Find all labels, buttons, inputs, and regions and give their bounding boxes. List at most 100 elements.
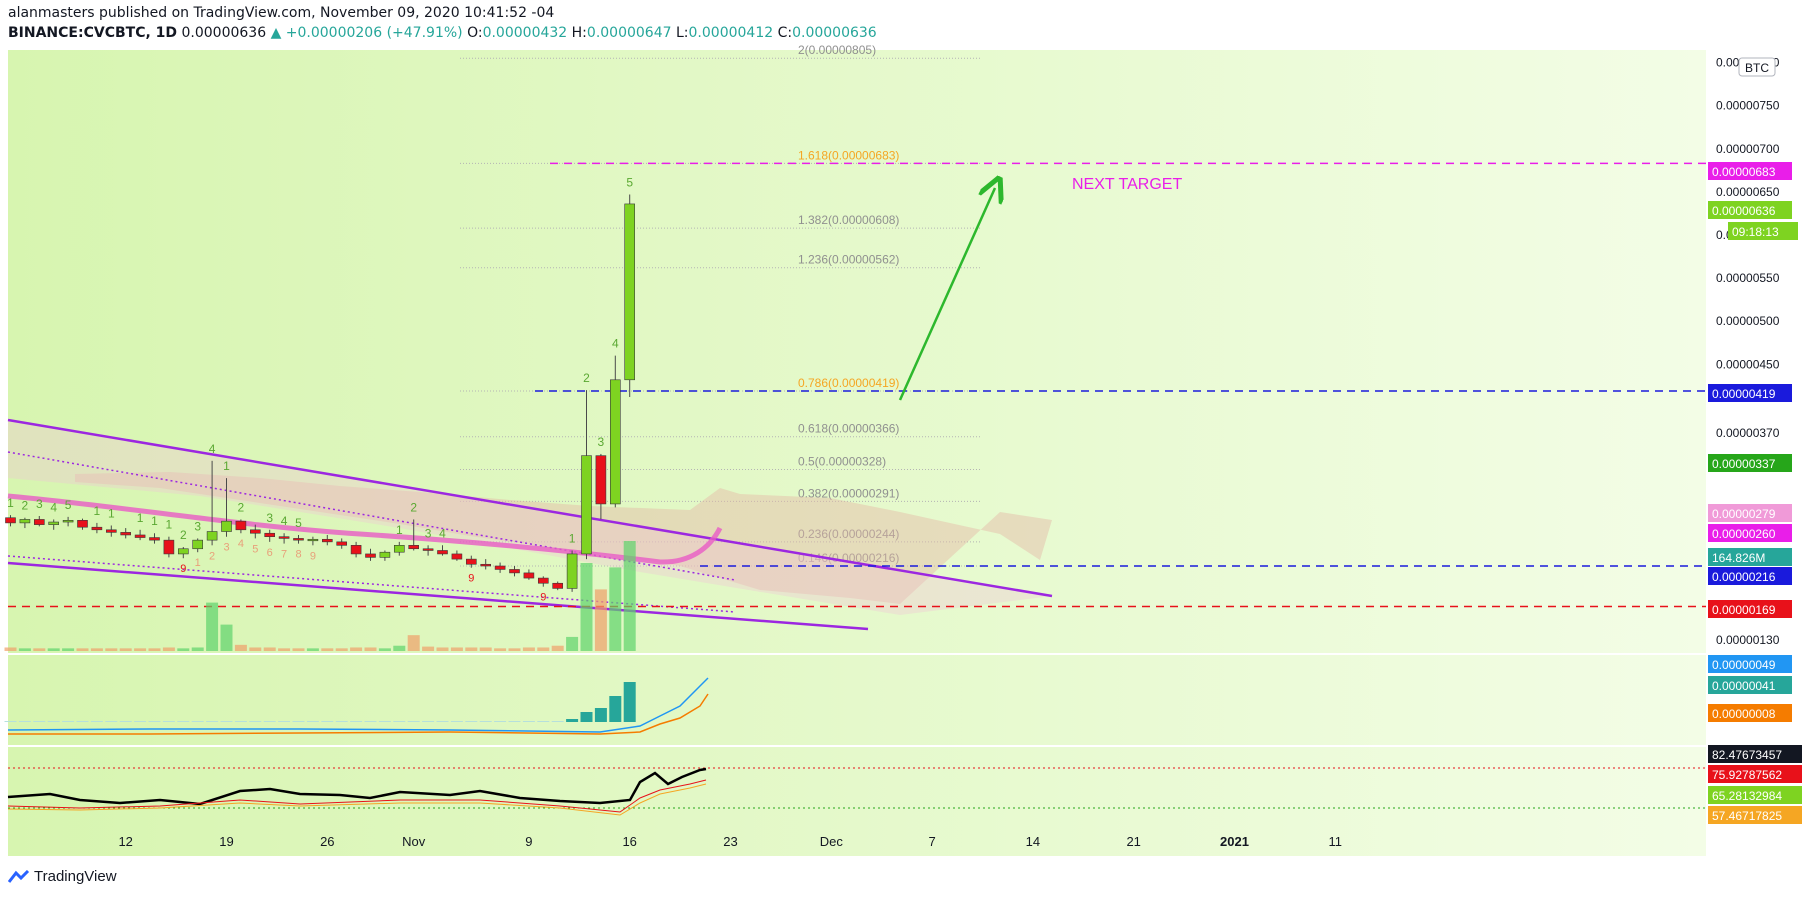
macd-tag-0-bg (1708, 655, 1792, 673)
macd-bar (450, 721, 463, 722)
volume-bar (609, 567, 622, 651)
rsi-tag-3: 57.46717825 (1708, 806, 1802, 824)
y-tick-label: 0.00000370 (1716, 426, 1780, 440)
volume-bar (263, 647, 276, 651)
td-count-red: 4 (238, 538, 244, 550)
macd-bar (580, 712, 593, 722)
candle (235, 519, 247, 534)
price-tag-1: 0.00000636 (1708, 201, 1792, 219)
candle-body (307, 538, 319, 542)
candle (106, 525, 117, 537)
candle (566, 550, 578, 592)
price-tag-6-bg (1708, 524, 1792, 542)
macd-bar (350, 721, 363, 722)
rsi-line (7, 767, 707, 806)
td-count-red: 5 (252, 543, 258, 555)
macd-bar (594, 708, 607, 722)
chart-background (8, 50, 1706, 856)
moving-average-pink (7, 493, 723, 565)
currency-badge[interactable]: BTC (1738, 57, 1776, 77)
channel-upper-line (7, 418, 1053, 598)
price-tag-8-bg (1708, 567, 1792, 585)
rsi-ma-orange (7, 783, 707, 816)
volume-bar (551, 645, 564, 651)
price-tag-4-text: 0.00000337 (1712, 457, 1776, 471)
candle-body (48, 521, 60, 525)
td-count-green: 3 (194, 519, 201, 533)
macd-bar (494, 721, 507, 722)
candle (609, 355, 621, 508)
macd-bar (220, 721, 233, 722)
ohlc-line: BINANCE:CVCBTC, 1D 0.00000636 ▲ +0.00000… (8, 25, 877, 41)
close-label: C: (777, 25, 793, 41)
macd-tag-1: 0.00000041 (1708, 676, 1792, 694)
volume-bar (537, 647, 550, 651)
volume-bars (4, 541, 636, 651)
volume-bar (422, 646, 435, 651)
volume-bar (177, 648, 190, 651)
candles (5, 194, 636, 592)
volume-bar (278, 648, 291, 651)
candle-body (106, 529, 117, 533)
macd-bar (134, 721, 147, 722)
candle (221, 478, 232, 537)
price-tag-3: 0.00000419 (1708, 384, 1792, 402)
td-count-green: 2 (238, 500, 245, 514)
fib-label-6: 0.5(0.00000328) (798, 454, 886, 468)
price-tag-6: 0.00000260 (1708, 524, 1792, 542)
price-change: ▲ +0.00000206 (+47.91%) (270, 25, 463, 41)
volume-bar (522, 647, 535, 651)
price-tag-5: 0.00000279 (1708, 504, 1792, 522)
price-tag-0-text: 0.00000683 (1712, 165, 1776, 179)
volume-bar (479, 647, 492, 651)
td-count-red: 6 (267, 547, 273, 559)
open-label: O: (467, 25, 483, 41)
volume-bar (33, 648, 46, 651)
td-count-green: 1 (137, 511, 144, 525)
candle-body (350, 545, 362, 555)
next-target-arrow (898, 188, 995, 401)
candle-body (293, 538, 304, 541)
candle-body (609, 379, 621, 505)
candle-body (5, 517, 16, 524)
price-tag-6-text: 0.00000260 (1712, 527, 1776, 541)
volume-bar (292, 648, 305, 651)
candle (480, 559, 492, 570)
candle (192, 538, 203, 553)
rsi-tag-0-bg (1708, 745, 1802, 763)
x-tick-label: 11 (1329, 834, 1343, 849)
volume-bar (191, 647, 204, 651)
candle (5, 515, 16, 527)
candle (451, 550, 463, 561)
macd-tag-0: 0.00000049 (1708, 655, 1792, 673)
td-count-green: 2 (180, 528, 187, 542)
td-count-green: 1 (396, 523, 403, 537)
close-value: 0.00000636 (792, 25, 877, 41)
candle-body (480, 563, 492, 567)
low-label: L: (675, 25, 689, 41)
volume-bar (594, 589, 607, 651)
td-count-green: 5 (295, 516, 302, 530)
rsi-tag-2-bg (1708, 786, 1802, 804)
price-tag-3-bg (1708, 384, 1792, 402)
macd-bar (105, 721, 118, 722)
fib-label-9: 0.146(0.00000216) (798, 551, 899, 565)
candle-body (221, 520, 232, 532)
candle (321, 534, 333, 546)
volume-bar (62, 648, 75, 651)
fib-label-0: 2(0.00000805) (798, 43, 876, 57)
price-tag-7-text: 164.826M (1712, 551, 1765, 565)
macd-bar (436, 721, 449, 722)
candle (134, 529, 146, 541)
volume-bar (508, 648, 521, 651)
candle-body (408, 545, 420, 550)
tradingview-footer[interactable]: TradingView (8, 868, 117, 885)
volume-bar (148, 648, 161, 651)
td-count-green: 4 (612, 337, 619, 351)
symbol[interactable]: BINANCE:CVCBTC, 1D (8, 25, 178, 41)
macd-bar (162, 721, 175, 722)
td-count-green: 3 (266, 511, 273, 525)
macd-bar (422, 721, 435, 722)
